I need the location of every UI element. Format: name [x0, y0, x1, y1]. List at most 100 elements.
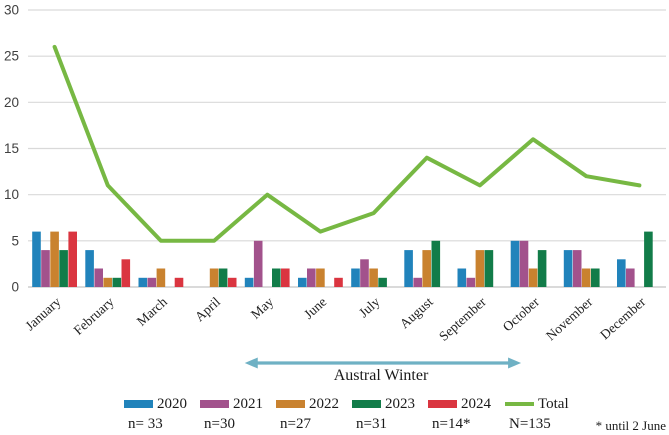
y-tick-label: 5	[11, 233, 19, 248]
y-tick-label: 10	[4, 187, 19, 202]
bar-2020-November	[563, 250, 573, 287]
bar-2023-August	[431, 240, 441, 287]
legend-item-2023: 2023	[352, 395, 415, 412]
gridlines	[28, 9, 666, 288]
x-tick-label-December: December	[597, 294, 649, 343]
x-tick-label-March: March	[134, 294, 170, 329]
arrow-head-left	[244, 357, 258, 369]
bar-2024-April	[227, 277, 237, 287]
sample-count-total: N=135	[509, 416, 551, 432]
bar-series-2023	[59, 231, 653, 287]
x-tick-label-July: July	[356, 294, 383, 320]
sample-count-2021: n=30	[204, 416, 235, 432]
bar-2023-November	[591, 268, 600, 287]
x-tick-label-August: August	[397, 294, 436, 331]
x-tick-label-November: November	[543, 294, 596, 344]
sample-count-2022: n=27	[280, 416, 311, 432]
legend-item-2020: 2020	[124, 395, 187, 412]
bar-2020-September	[457, 268, 467, 287]
bar-2022-June	[316, 268, 325, 287]
bar-2024-May	[281, 268, 290, 287]
bar-2022-September	[475, 250, 485, 287]
bar-2023-July	[378, 277, 387, 287]
bar-2021-May	[253, 240, 263, 287]
x-axis-month-labels: January February March April May June July Augu…	[22, 294, 648, 344]
bar-2021-November	[572, 250, 582, 287]
bar-2023-February	[112, 277, 122, 287]
sample-count-2020: n= 33	[128, 416, 163, 432]
legend-label: Total	[538, 395, 569, 412]
bar-2022-October	[528, 268, 538, 287]
x-tick-label-October: October	[500, 294, 543, 335]
bar-2021-October	[519, 240, 529, 287]
bar-2023-October	[537, 250, 547, 287]
legend-swatch-2021	[200, 400, 229, 408]
x-tick-label-June: June	[301, 294, 329, 322]
legend-swatch-2020	[124, 400, 153, 408]
bar-series-2024	[68, 231, 343, 287]
bar-2021-June	[307, 268, 316, 287]
bar-series-2020	[32, 231, 626, 287]
bar-2024-March	[174, 277, 184, 287]
legend-item-2022: 2022	[276, 395, 339, 412]
bar-2020-May	[244, 277, 254, 287]
bar-2021-July	[360, 259, 369, 287]
bar-2020-August	[404, 250, 413, 287]
bar-2022-March	[156, 268, 166, 287]
bar-groups	[32, 231, 653, 287]
bar-2023-April	[218, 268, 228, 287]
y-tick-label: 15	[4, 141, 19, 156]
sample-count-2023: n=31	[356, 416, 387, 432]
y-axis-tick-labels: 0 5 10 15 20 25 30	[4, 3, 19, 295]
arrow-head-right	[508, 357, 522, 369]
legend-label: 2022	[309, 395, 339, 412]
legend-label: 2021	[233, 395, 263, 412]
bar-2022-July	[369, 268, 378, 287]
bar-2020-December	[617, 259, 626, 287]
bar-2022-November	[581, 268, 591, 287]
y-tick-label: 25	[4, 49, 19, 64]
bar-2021-February	[94, 268, 103, 287]
bar-2022-August	[422, 250, 431, 287]
sample-count-2024: n=14*	[432, 416, 471, 432]
legend-item-2021: 2021	[200, 395, 263, 412]
legend-label: 2020	[157, 395, 187, 412]
bar-2020-March	[138, 277, 148, 287]
total-line	[52, 44, 642, 243]
bar-2021-March	[147, 277, 157, 287]
x-tick-label-February: February	[71, 294, 117, 338]
austral-winter-arrow	[244, 357, 522, 369]
legend-swatch-2024	[428, 400, 457, 408]
bar-2023-January	[59, 250, 68, 287]
legend-swatch-2022	[276, 400, 305, 408]
x-tick-label-September: September	[436, 294, 489, 344]
bar-2022-February	[103, 277, 112, 287]
bar-2023-May	[272, 268, 281, 287]
legend-swatch-2023	[352, 400, 381, 408]
bar-2021-December	[626, 268, 635, 287]
legend-item-total: Total	[505, 395, 569, 412]
legend-item-2024: 2024	[428, 395, 491, 412]
y-tick-label: 20	[4, 95, 19, 110]
bar-2020-February	[85, 250, 94, 287]
legend-label: 2024	[461, 395, 491, 412]
bar-2020-January	[32, 231, 41, 287]
bar-2021-September	[466, 277, 476, 287]
bar-2022-April	[209, 268, 219, 287]
x-tick-label-April: April	[192, 294, 223, 324]
bar-2020-July	[351, 268, 360, 287]
bar-series-2022	[50, 231, 591, 287]
legend-swatch-total	[505, 402, 534, 406]
bar-2023-December	[644, 231, 653, 287]
y-tick-label: 30	[4, 3, 19, 18]
x-tick-label-May: May	[248, 294, 277, 322]
bar-2022-January	[50, 231, 59, 287]
legend-label: 2023	[385, 395, 415, 412]
austral-winter-label: Austral Winter	[333, 367, 429, 384]
bar-2020-June	[298, 277, 307, 287]
bar-2020-October	[510, 240, 520, 287]
bar-2024-February	[121, 259, 131, 287]
bar-2021-August	[413, 277, 422, 287]
